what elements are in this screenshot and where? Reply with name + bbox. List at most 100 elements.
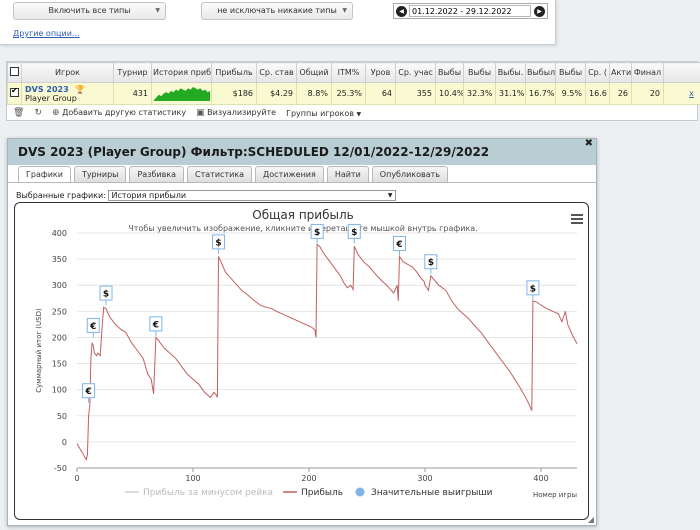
player-cell[interactable]: DVS 2023 🏆 Player Group <box>21 82 114 105</box>
col-header[interactable]: Выбы <box>463 62 496 83</box>
big-win-marker[interactable]: € <box>86 317 100 338</box>
trash-icon[interactable]: 🗑 <box>13 108 25 118</box>
type-filter-select[interactable]: Включить все типы ▼ <box>13 2 166 20</box>
stats-toolbar: 🗑 ↻ ⊕ Добавить другую статистику ▣ Визуа… <box>7 105 697 121</box>
trophy-icon: 🏆 <box>75 84 86 94</box>
exclude-filter-select[interactable]: не исключать никакие типы ▼ <box>201 2 353 20</box>
profit-series-line <box>76 243 578 461</box>
date-range-control: ◀ ▶ <box>393 3 548 19</box>
row-checkbox-cell[interactable] <box>7 82 22 105</box>
profit-chart[interactable]: Общая прибыль Чтобы увеличить изображение… <box>15 203 589 520</box>
table-row[interactable]: DVS 2023 🏆 Player Group 431 $186 $4.29 8… <box>7 82 700 105</box>
add-stat-button[interactable]: ⊕ Добавить другую статистику <box>52 108 186 118</box>
visualize-button[interactable]: ▣ Визуализируйте <box>196 108 276 118</box>
legend-item[interactable]: Прибыль <box>283 488 343 498</box>
stats-table: Игрок Турнир История приб Прибыль Ср. ст… <box>7 62 700 105</box>
out5-value: 9.5% <box>555 82 586 105</box>
col-header[interactable]: Уров <box>365 62 396 83</box>
col-header[interactable]: Игрок <box>21 62 114 83</box>
next-arrow-icon[interactable]: ▶ <box>534 6 545 17</box>
tab-publish[interactable]: Опубликовать <box>371 166 449 182</box>
chart-subtitle: Чтобы увеличить изображение, кликните и … <box>128 224 477 233</box>
selected-charts-select[interactable]: История прибыли ▼ <box>108 190 397 201</box>
legend-label: Значительные выигрыши <box>371 488 493 498</box>
y-tick-label: 150 <box>52 360 67 369</box>
big-win-marker[interactable]: $ <box>310 223 324 244</box>
exclude-filter-value: не исключать никакие типы <box>217 6 337 15</box>
x-tick-label: 400 <box>533 474 548 483</box>
tab-statistics[interactable]: Статистика <box>187 166 253 182</box>
dialog-tabs: Графики Турниры Разбивка Статистика Дост… <box>18 166 449 183</box>
profit-history-cell <box>151 82 212 105</box>
legend-item[interactable]: Значительные выигрыши <box>355 487 493 499</box>
big-win-marker[interactable]: $ <box>347 223 361 244</box>
big-win-marker[interactable]: $ <box>212 234 226 254</box>
y-tick-label: 400 <box>52 229 67 238</box>
tab-breakdown[interactable]: Разбивка <box>129 166 185 182</box>
close-icon[interactable]: ✖ <box>584 138 593 149</box>
level-value: 64 <box>365 82 396 105</box>
x-tick-label: 100 <box>185 474 200 483</box>
col-header[interactable]: Ср. став <box>256 62 297 83</box>
col-header[interactable]: Акти <box>609 62 632 83</box>
final-value: 20 <box>631 82 664 105</box>
select-all-header[interactable] <box>7 62 22 83</box>
x-axis-label: Номер игры <box>533 491 577 499</box>
type-filter-value: Включить все типы <box>48 6 131 15</box>
dialog-title[interactable]: DVS 2023 (Player Group) Фильтр:SCHEDULED… <box>8 139 596 165</box>
other-options-link[interactable]: Другие опции... <box>13 29 80 38</box>
tab-achievements[interactable]: Достижения <box>255 166 324 182</box>
menu-icon[interactable] <box>571 214 583 224</box>
col-header[interactable]: Общий <box>296 62 332 83</box>
date-range-input[interactable] <box>409 5 531 17</box>
col-header[interactable]: Турнир <box>113 62 152 83</box>
player-name[interactable]: DVS 2023 <box>25 84 69 94</box>
row-checkbox[interactable] <box>10 86 19 97</box>
out4-value: 16.7% <box>525 82 556 105</box>
roi-value: 8.8% <box>296 82 332 105</box>
big-win-marker[interactable]: € <box>149 316 163 336</box>
y-tick-label: 200 <box>52 333 67 342</box>
legend-item[interactable]: Прибыль за минусом рейка <box>125 488 273 498</box>
big-win-marker[interactable]: $ <box>526 280 540 300</box>
col-header[interactable]: Ср. учас <box>395 62 436 83</box>
avg-col-value: 16.6 <box>585 82 610 105</box>
big-win-marker[interactable]: $ <box>99 285 113 306</box>
add-icon: ⊕ <box>51 108 60 118</box>
tab-charts[interactable]: Графики <box>18 166 71 183</box>
col-header[interactable]: Выбыл <box>525 62 556 83</box>
itm-value: 25.3% <box>331 82 366 105</box>
x-tick-label: 300 <box>417 474 432 483</box>
big-win-symbol: $ <box>314 228 320 238</box>
sparkline-area <box>154 86 210 101</box>
big-win-marker[interactable]: € <box>393 235 407 256</box>
avg-stake-value: $4.29 <box>256 82 297 105</box>
player-groups-button[interactable]: Группы игроков ▼ <box>286 109 361 118</box>
col-header[interactable]: ITM% <box>331 62 366 83</box>
chevron-down-icon: ▼ <box>356 110 362 118</box>
chevron-down-icon: ▼ <box>387 192 393 199</box>
remove-row-link[interactable]: x <box>689 89 694 98</box>
big-win-marker[interactable]: $ <box>424 254 438 274</box>
col-header[interactable]: Ср. ( <box>585 62 610 83</box>
tab-find[interactable]: Найти <box>326 166 369 182</box>
big-win-marker[interactable]: € <box>82 383 96 403</box>
prev-arrow-icon[interactable]: ◀ <box>396 6 407 17</box>
big-win-symbol: € <box>84 387 91 397</box>
col-header[interactable]: Прибыль <box>211 62 257 83</box>
col-header[interactable]: История приб <box>151 62 212 83</box>
col-header[interactable]: Финал <box>631 62 664 83</box>
select-all-checkbox[interactable] <box>10 67 19 76</box>
col-header[interactable]: Выбы <box>555 62 586 83</box>
col-header-empty <box>663 62 700 83</box>
resize-grip-icon[interactable]: ◢ <box>587 515 594 524</box>
col-header[interactable]: Выбы <box>435 62 464 83</box>
refresh-icon[interactable]: ↻ <box>34 108 42 118</box>
chevron-down-icon: ▼ <box>342 7 347 14</box>
y-tick-label: 0 <box>62 438 67 447</box>
tab-tournaments[interactable]: Турниры <box>73 166 127 182</box>
profit-graph-dialog: DVS 2023 (Player Group) Фильтр:SCHEDULED… <box>7 138 597 526</box>
col-header[interactable]: Выбы. <box>495 62 526 83</box>
y-tick-label: 300 <box>52 281 67 290</box>
profit-sparkline <box>154 86 210 101</box>
